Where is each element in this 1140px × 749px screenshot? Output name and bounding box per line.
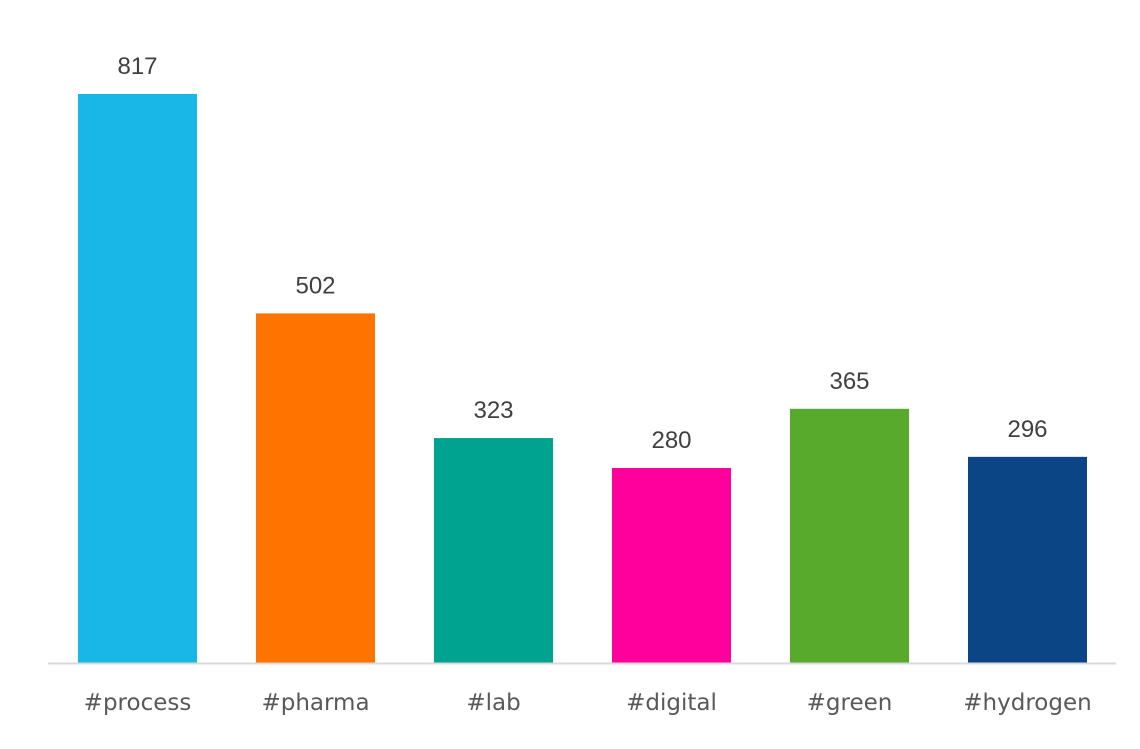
value-labels-group: 817 502 323 280 365 296 [117, 53, 1047, 454]
data-label-green: 365 [829, 368, 869, 395]
category-label-hydrogen: #hydrogen [963, 690, 1091, 716]
bars-group [78, 94, 1087, 663]
bar-green [790, 408, 909, 663]
data-label-hydrogen: 296 [1007, 416, 1047, 443]
category-label-lab: #lab [466, 690, 520, 716]
category-label-process: #process [84, 690, 192, 716]
category-labels-group: #process #pharma #lab #digital #green #hydrog… [84, 690, 1092, 716]
category-label-digital: #digital [626, 690, 717, 716]
category-label-green: #green [807, 690, 893, 716]
bar-digital [612, 467, 731, 663]
bar-hydrogen [968, 456, 1087, 663]
bar-pharma [256, 313, 375, 663]
data-label-process: 817 [117, 53, 157, 80]
bar-lab [434, 438, 553, 663]
bar-process [78, 94, 197, 663]
category-label-pharma: #pharma [261, 690, 369, 716]
data-label-pharma: 502 [295, 272, 335, 299]
data-label-lab: 323 [473, 397, 513, 424]
data-label-digital: 280 [651, 427, 691, 454]
